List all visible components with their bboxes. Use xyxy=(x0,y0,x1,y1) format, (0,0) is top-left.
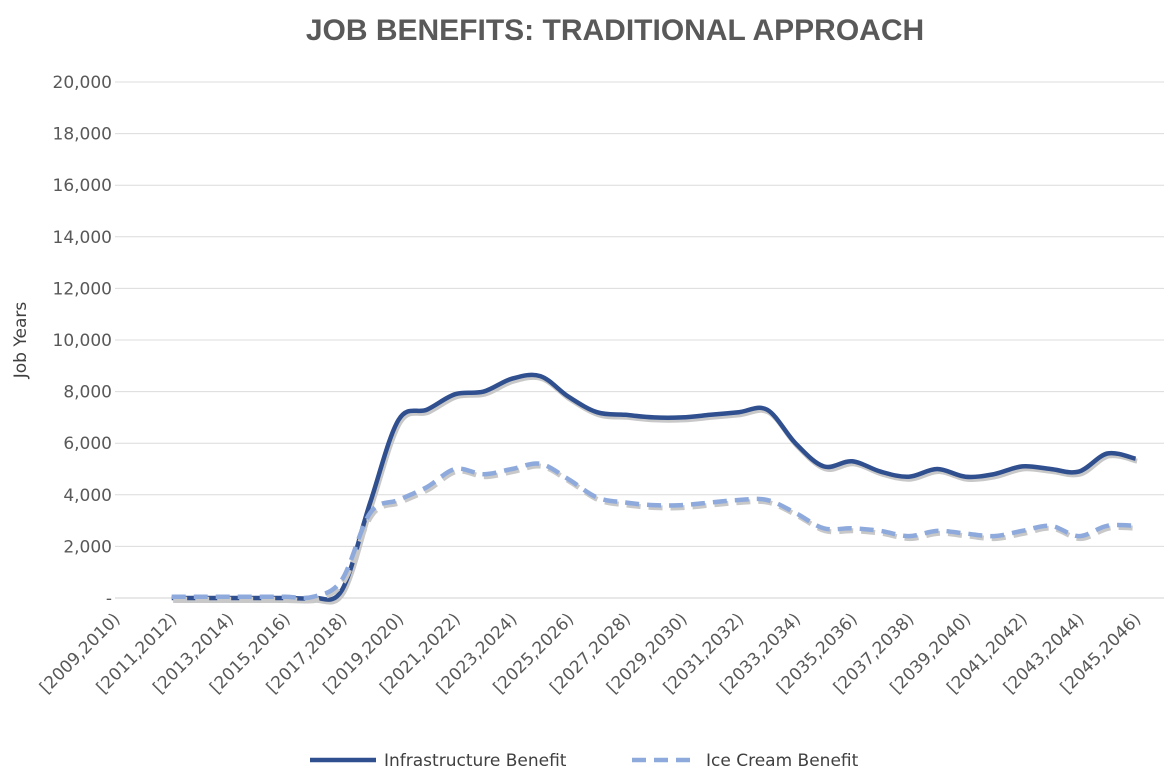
y-tick-label: 14,000 xyxy=(53,228,112,248)
y-tick-label: 12,000 xyxy=(53,279,112,299)
series xyxy=(171,372,1138,605)
x-axis: [2009,2010)[2011,2012)[2013,2014)[2015,2… xyxy=(36,609,1145,698)
y-tick-label: 20,000 xyxy=(53,73,112,93)
series-line xyxy=(171,372,1137,602)
y-tick-label: 2,000 xyxy=(63,537,112,557)
series-line-shadow xyxy=(173,374,1138,605)
legend: Infrastructure Benefit Ice Cream Benefit xyxy=(310,751,859,770)
y-tick-label: - xyxy=(106,589,112,609)
y-tick-label: 16,000 xyxy=(53,176,112,196)
legend-label: Ice Cream Benefit xyxy=(706,751,859,770)
grid xyxy=(115,81,1164,599)
y-tick-label: 6,000 xyxy=(63,434,112,454)
series-line-shadow xyxy=(173,463,1138,603)
series-line xyxy=(171,461,1136,601)
legend-label: Infrastructure Benefit xyxy=(384,751,567,770)
y-tick-label: 10,000 xyxy=(53,331,112,351)
y-axis: - 2,000 4,000 6,000 8,000 10,000 12,000 14,000 1… xyxy=(53,73,112,609)
y-axis-label: Job Years xyxy=(11,302,31,380)
y-tick-label: 18,000 xyxy=(53,125,112,145)
y-tick-label: 8,000 xyxy=(63,383,112,403)
chart-title: JOB BENEFITS: TRADITIONAL APPROACH xyxy=(306,14,924,47)
y-tick-label: 4,000 xyxy=(63,486,112,506)
